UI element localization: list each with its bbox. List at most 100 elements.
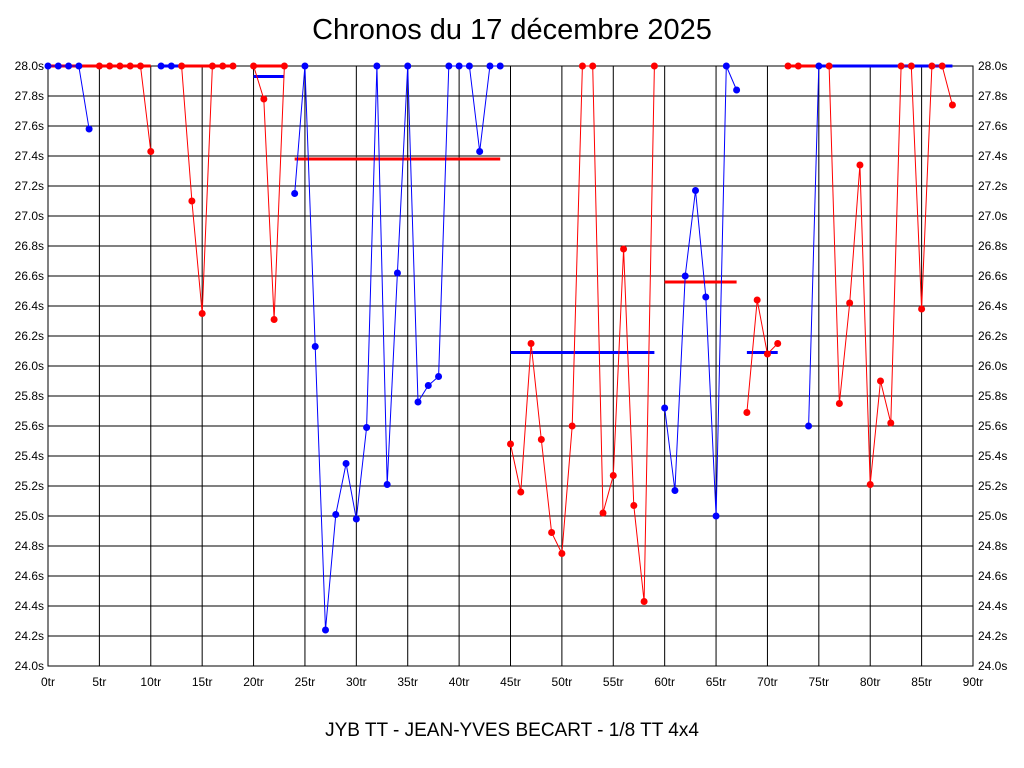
data-point	[208, 62, 216, 70]
y-tick-label: 24.4s	[15, 599, 44, 613]
data-point	[609, 472, 617, 479]
data-point	[897, 62, 905, 70]
data-point	[733, 86, 741, 94]
data-point	[424, 382, 432, 389]
x-tick-label: 20tr	[243, 675, 264, 689]
y-tick-label: 26.0s	[978, 359, 1007, 373]
data-point	[558, 550, 566, 557]
data-point	[352, 515, 360, 523]
data-point	[815, 62, 823, 70]
data-point	[383, 481, 391, 488]
data-point	[681, 272, 689, 280]
plot-frame	[47, 65, 974, 667]
x-tick-label: 10tr	[140, 675, 161, 689]
y-tick-label: 26.8s	[978, 239, 1007, 253]
series-line	[510, 65, 655, 602]
data-point	[928, 62, 936, 70]
y-tick-label: 25.8s	[15, 389, 44, 403]
data-point	[671, 487, 679, 494]
data-point	[948, 101, 956, 109]
y-tick-label: 27.0s	[15, 209, 44, 223]
data-point	[54, 62, 62, 70]
x-tick-label: 15tr	[192, 675, 213, 689]
data-point	[486, 62, 494, 70]
x-tick-label: 60tr	[654, 675, 675, 689]
data-point	[75, 62, 83, 70]
data-point	[650, 62, 658, 70]
y-tick-label: 25.4s	[15, 449, 44, 463]
data-point	[568, 422, 576, 430]
data-point	[918, 305, 926, 313]
series-line	[808, 65, 820, 427]
data-point	[938, 62, 946, 70]
data-point	[640, 598, 648, 605]
data-point	[476, 148, 484, 155]
data-point	[578, 62, 586, 70]
data-series	[44, 62, 956, 634]
x-tick-label: 25tr	[295, 675, 316, 689]
y-tick-label: 26.6s	[978, 269, 1007, 283]
data-point	[414, 398, 422, 406]
data-point	[198, 310, 206, 317]
data-point	[311, 343, 319, 350]
y-tick-label: 26.2s	[978, 329, 1007, 343]
y-tick-label: 26.4s	[978, 299, 1007, 313]
x-tick-label: 80tr	[860, 675, 881, 689]
x-tick-label: 35tr	[397, 675, 418, 689]
data-point	[630, 502, 638, 509]
data-point	[219, 62, 227, 70]
y-tick-label: 27.6s	[978, 119, 1007, 133]
data-point	[116, 62, 124, 70]
y-tick-label: 24.8s	[978, 539, 1007, 553]
series-line	[48, 65, 90, 130]
y-tick-label: 25.8s	[978, 389, 1007, 403]
data-point	[702, 293, 710, 301]
data-point	[157, 62, 165, 70]
data-point	[712, 512, 720, 520]
x-axis-labels: 0tr 5tr 10tr 15tr 20tr 25tr 30tr 35tr 40tr 45tr 50…	[41, 675, 983, 689]
data-point	[784, 62, 792, 70]
y-tick-label: 25.0s	[978, 509, 1007, 523]
x-tick-label: 0tr	[41, 675, 55, 689]
x-tick-label: 30tr	[346, 675, 367, 689]
data-point	[825, 62, 833, 70]
y-tick-label: 27.0s	[978, 209, 1007, 223]
data-point	[465, 62, 473, 70]
x-tick-label: 85tr	[911, 675, 932, 689]
x-tick-label: 75tr	[808, 675, 829, 689]
data-point	[517, 488, 525, 496]
y-tick-label: 24.4s	[978, 599, 1007, 613]
data-point	[774, 340, 782, 347]
x-tick-label: 90tr	[963, 675, 984, 689]
y-tick-label: 24.2s	[978, 629, 1007, 643]
y-tick-label: 26.6s	[15, 269, 44, 283]
y-tick-label: 25.2s	[15, 479, 44, 493]
data-point	[846, 299, 854, 307]
data-point	[291, 190, 299, 197]
data-point	[126, 62, 134, 70]
data-point	[147, 148, 155, 155]
y-tick-label: 25.6s	[15, 419, 44, 433]
y-tick-label: 24.6s	[978, 569, 1007, 583]
data-point	[507, 440, 514, 448]
data-point	[661, 404, 669, 412]
data-point	[301, 62, 309, 70]
data-point	[404, 62, 412, 70]
series-line	[664, 65, 738, 517]
data-point	[250, 62, 258, 70]
data-point	[65, 62, 73, 70]
y-tick-label: 27.2s	[15, 179, 44, 193]
x-tick-label: 70tr	[757, 675, 778, 689]
y-tick-label: 24.2s	[15, 629, 44, 643]
x-tick-label: 65tr	[706, 675, 727, 689]
y-tick-label: 26.8s	[15, 239, 44, 253]
series-line	[99, 65, 152, 152]
data-point	[877, 377, 884, 385]
data-point	[753, 296, 761, 304]
data-point	[866, 481, 874, 488]
data-point	[167, 62, 175, 70]
data-point	[332, 511, 340, 518]
data-point	[188, 197, 196, 205]
data-point	[455, 62, 463, 70]
data-point	[794, 62, 802, 70]
